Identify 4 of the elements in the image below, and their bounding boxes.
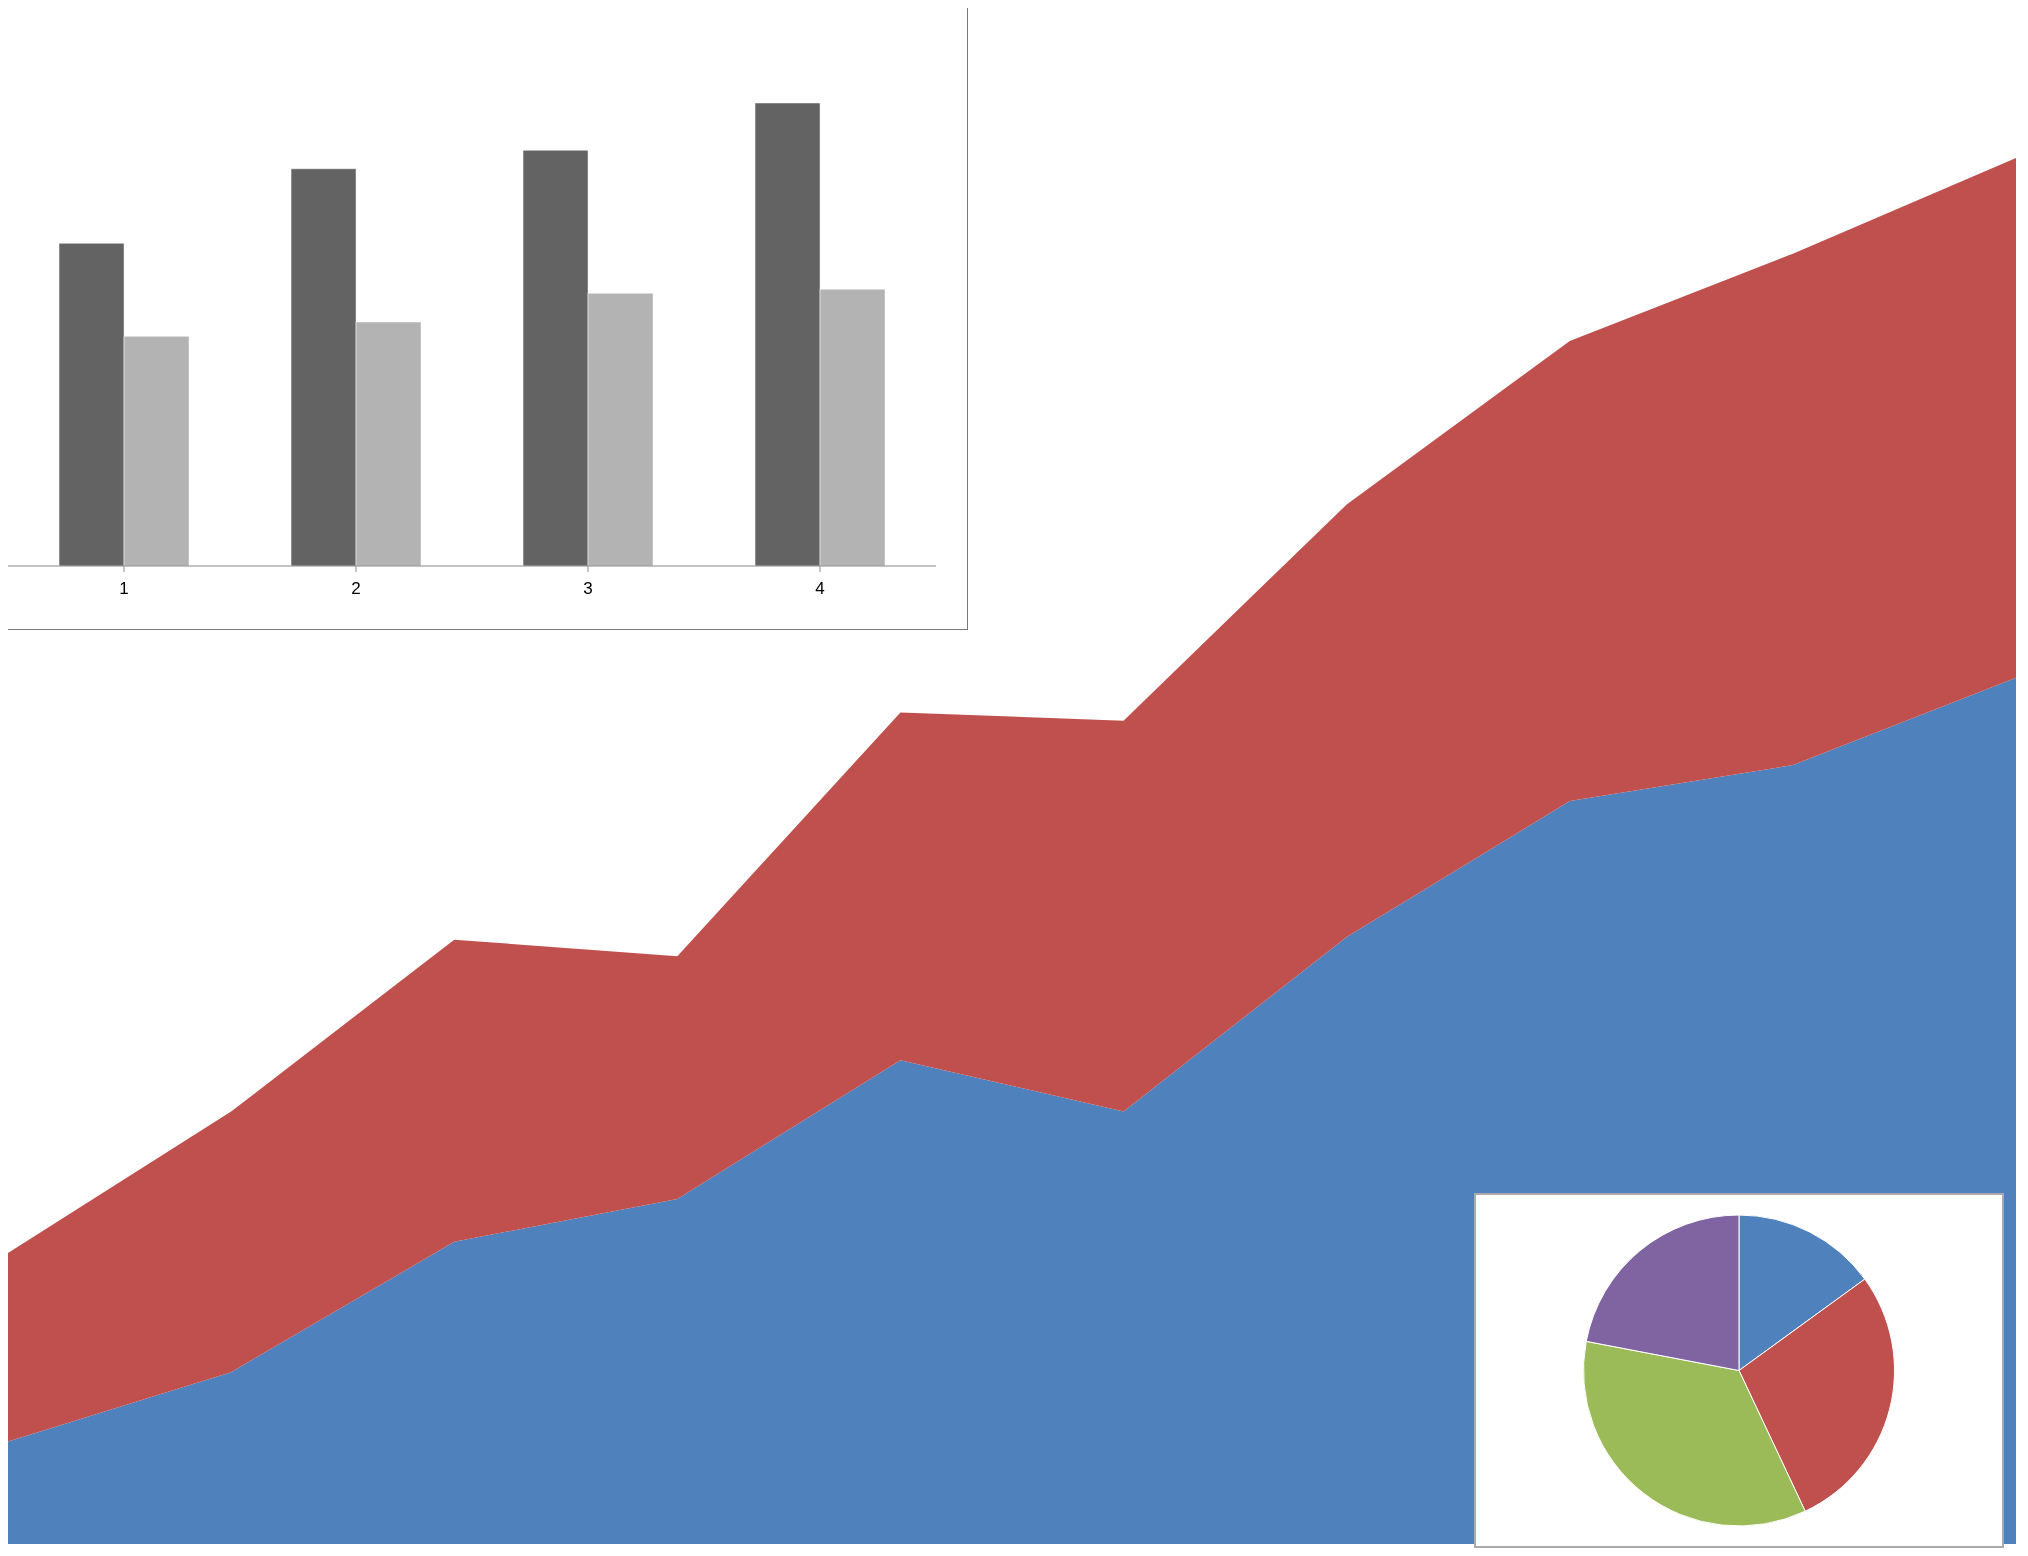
x-tick-label: 3 — [583, 579, 593, 599]
x-tick-label: 4 — [815, 579, 825, 599]
x-tick-label: 1 — [119, 579, 129, 599]
x-tick-label: 2 — [351, 579, 361, 599]
